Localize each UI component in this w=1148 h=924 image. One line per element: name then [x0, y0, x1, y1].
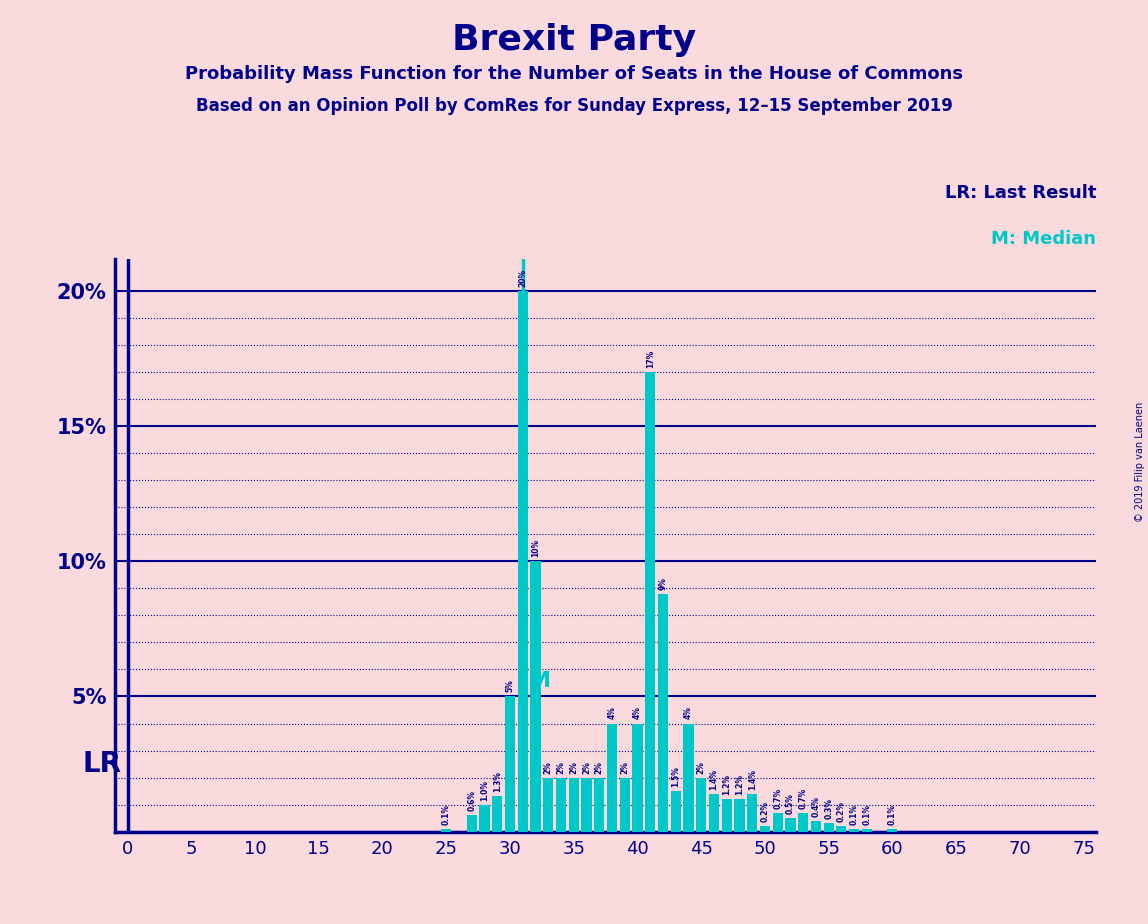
Bar — [785, 818, 796, 832]
Text: 2%: 2% — [557, 760, 566, 773]
Text: 0.7%: 0.7% — [773, 787, 782, 808]
Text: 0.1%: 0.1% — [850, 804, 859, 825]
Text: 2%: 2% — [582, 760, 591, 773]
Bar — [556, 778, 566, 832]
Text: 1.3%: 1.3% — [492, 772, 502, 793]
Bar — [543, 778, 553, 832]
Bar — [683, 723, 693, 832]
Bar — [760, 826, 770, 832]
Bar — [773, 813, 783, 832]
Bar — [798, 813, 808, 832]
Text: 0.1%: 0.1% — [862, 804, 871, 825]
Text: 0.1%: 0.1% — [887, 804, 897, 825]
Bar — [607, 723, 616, 832]
Text: 1.2%: 1.2% — [722, 774, 731, 796]
Text: Based on an Opinion Poll by ComRes for Sunday Express, 12–15 September 2019: Based on an Opinion Poll by ComRes for S… — [195, 97, 953, 115]
Text: LR: Last Result: LR: Last Result — [945, 184, 1096, 202]
Text: 10%: 10% — [532, 540, 540, 557]
Bar — [530, 562, 541, 832]
Text: M: M — [529, 671, 551, 691]
Text: Probability Mass Function for the Number of Seats in the House of Commons: Probability Mass Function for the Number… — [185, 65, 963, 82]
Text: 0.2%: 0.2% — [837, 801, 846, 822]
Bar — [595, 778, 604, 832]
Bar — [505, 697, 515, 832]
Bar — [862, 829, 872, 832]
Bar — [823, 823, 833, 832]
Text: 2%: 2% — [569, 760, 579, 773]
Bar — [670, 791, 681, 832]
Bar — [492, 796, 503, 832]
Text: 20%: 20% — [518, 269, 527, 287]
Text: 2%: 2% — [620, 760, 629, 773]
Bar — [708, 794, 719, 832]
Bar — [747, 794, 758, 832]
Text: 0.6%: 0.6% — [467, 790, 476, 811]
Bar — [887, 829, 898, 832]
Text: 1.0%: 1.0% — [480, 780, 489, 800]
Text: 2%: 2% — [544, 760, 552, 773]
Text: 4%: 4% — [607, 707, 616, 720]
Text: 9%: 9% — [659, 577, 667, 590]
Text: 1.4%: 1.4% — [747, 769, 757, 790]
Bar — [633, 723, 643, 832]
Text: 0.7%: 0.7% — [799, 787, 808, 808]
Text: 0.5%: 0.5% — [786, 793, 794, 814]
Text: 17%: 17% — [645, 350, 654, 368]
Text: 0.1%: 0.1% — [442, 804, 451, 825]
Bar — [722, 799, 731, 832]
Text: 1.5%: 1.5% — [672, 766, 680, 787]
Text: 0.4%: 0.4% — [812, 796, 821, 817]
Bar — [441, 829, 451, 832]
Text: LR: LR — [83, 750, 122, 778]
Text: © 2019 Filip van Laenen: © 2019 Filip van Laenen — [1135, 402, 1145, 522]
Bar — [581, 778, 591, 832]
Text: 4%: 4% — [633, 707, 642, 720]
Text: Brexit Party: Brexit Party — [452, 23, 696, 57]
Bar — [836, 826, 846, 832]
Bar — [480, 805, 489, 832]
Text: 2%: 2% — [697, 760, 706, 773]
Bar — [735, 799, 745, 832]
Text: 1.4%: 1.4% — [709, 769, 719, 790]
Text: M: Median: M: Median — [992, 230, 1096, 248]
Text: 5%: 5% — [505, 680, 514, 692]
Text: 1.2%: 1.2% — [735, 774, 744, 796]
Bar — [518, 291, 528, 832]
Bar — [620, 778, 630, 832]
Bar — [568, 778, 579, 832]
Bar — [696, 778, 706, 832]
Bar — [645, 372, 656, 832]
Bar — [466, 815, 476, 832]
Text: 4%: 4% — [684, 707, 693, 720]
Bar — [850, 829, 859, 832]
Bar — [658, 594, 668, 832]
Text: 0.3%: 0.3% — [824, 798, 833, 820]
Text: 0.2%: 0.2% — [760, 801, 769, 822]
Bar — [810, 821, 821, 832]
Text: 2%: 2% — [595, 760, 604, 773]
